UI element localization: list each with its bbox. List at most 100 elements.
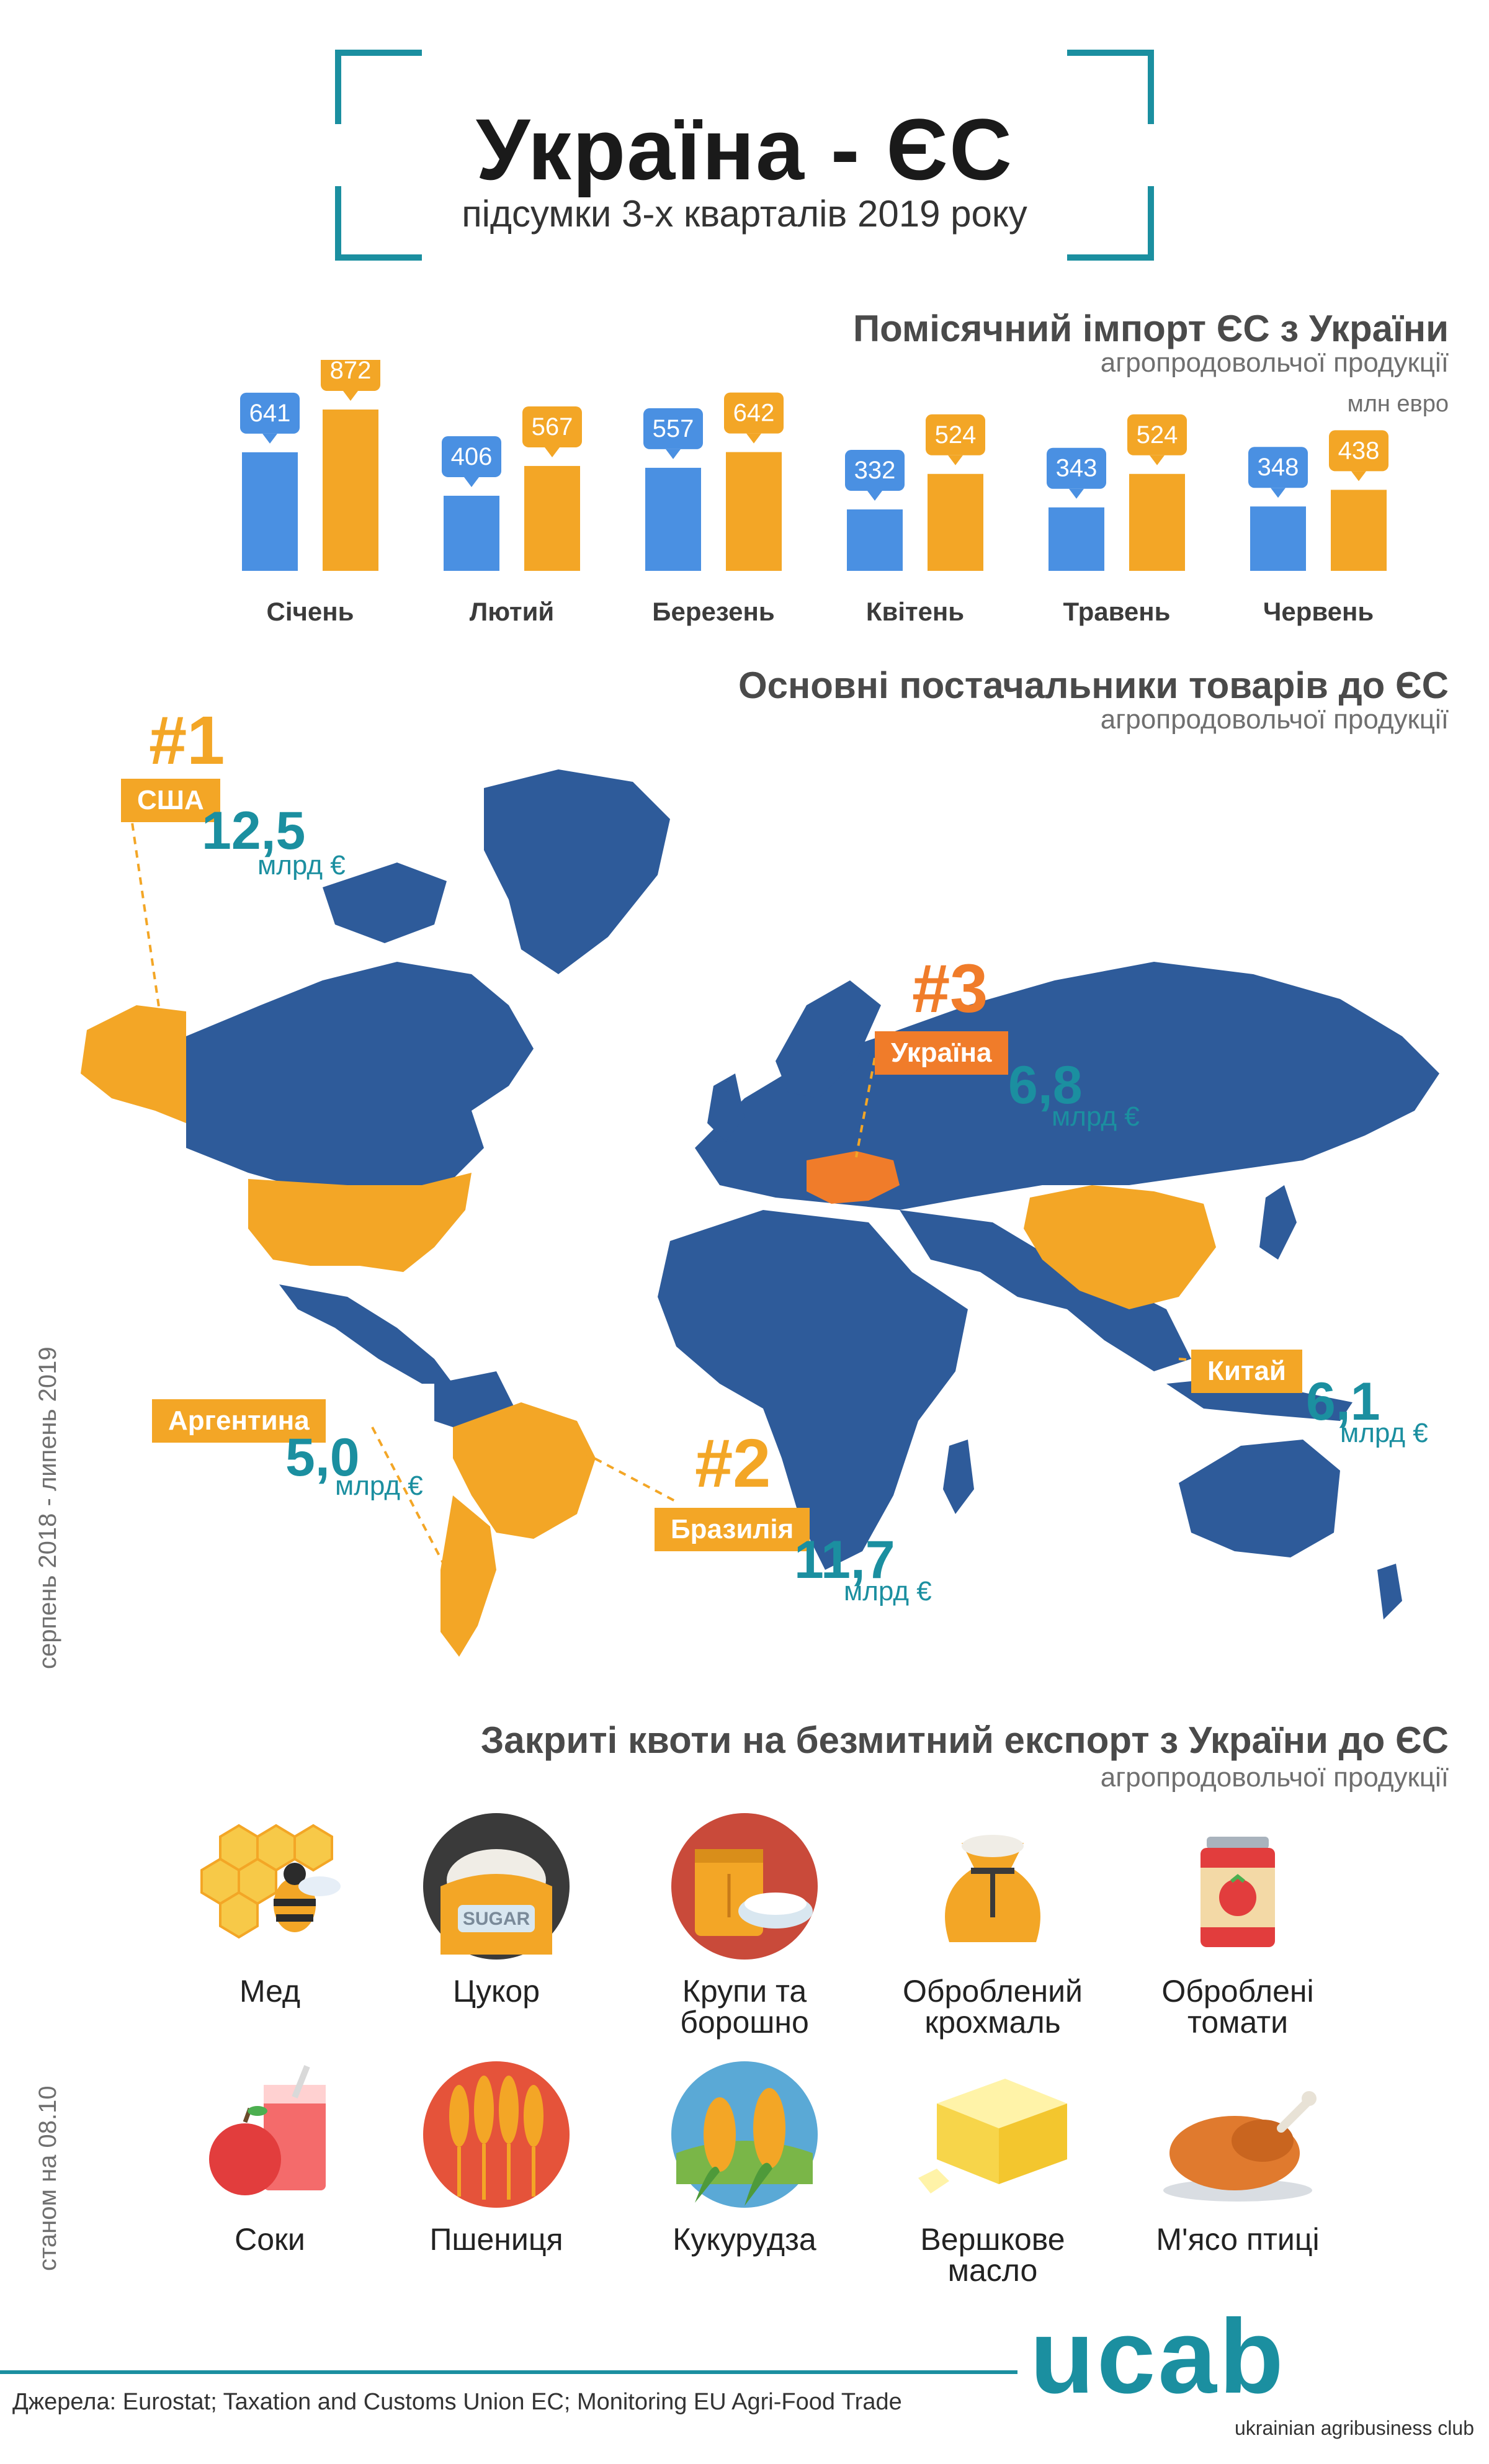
canada-shape: [186, 962, 534, 1204]
usa-amount: 12,5: [202, 801, 306, 861]
value-callout: [1047, 447, 1106, 489]
quota-item-corn: Кукурудза: [627, 2060, 862, 2255]
title-frame-corner: [335, 186, 422, 261]
ucab-logo: ucab: [1030, 2298, 1286, 2416]
brazil-shape: [453, 1402, 596, 1539]
ukraine-shape: [807, 1151, 900, 1204]
value-callout: [845, 450, 905, 491]
bar-value-label: 642: [733, 400, 775, 427]
quota-item-butter: Вершкове масло: [875, 2060, 1111, 2286]
month-label: Травень: [1063, 597, 1171, 626]
eurasia-shape: [695, 962, 1439, 1210]
grains-flour-icon: [671, 1813, 818, 1960]
bar: [242, 452, 298, 571]
quota-label: Соки: [235, 2222, 305, 2257]
quota-item-tomatoes: Оброблені томати: [1120, 1812, 1356, 2038]
brazil-amount: 11,7: [794, 1530, 895, 1590]
bar-value-label: 557: [653, 415, 694, 442]
alaska-shape: [81, 1005, 186, 1123]
quota-label: Оброблений крохмаль: [903, 1974, 1083, 2040]
usa-unit: млрд €: [257, 850, 346, 880]
title-frame-corner: [1067, 50, 1154, 124]
date-note: станом на 08.10: [34, 2085, 61, 2271]
sources-note: Джерела: Eurostat; Taxation and Customs …: [12, 2389, 902, 2415]
quota-label: М'ясо птиці: [1156, 2222, 1320, 2257]
monthly-import-bar-chart: 641 872 Січень 406 567 Лютий 557 642 Березень 332…: [240, 360, 1388, 626]
sugar-bag-icon: SUGAR: [423, 1813, 570, 1960]
bar-value-label: 348: [1258, 454, 1299, 481]
australia-shape: [1179, 1440, 1340, 1557]
new-zealand-shape: [1377, 1564, 1402, 1620]
month-label: Березень: [652, 597, 774, 626]
map-land: [186, 769, 1439, 1620]
brazil-label: Бразилія: [655, 1508, 810, 1551]
brazil-unit: млрд €: [844, 1576, 932, 1606]
tomato-can-icon: [1201, 1837, 1275, 1947]
quota-item-starch: Оброблений крохмаль: [875, 1812, 1111, 2038]
quota-label: Кукурудза: [673, 2222, 816, 2257]
brazil-leader-line: [570, 1445, 677, 1503]
month-label: Квітень: [866, 597, 964, 626]
bar-value-label: 343: [1056, 455, 1098, 482]
ukraine-label: Україна: [875, 1031, 1008, 1075]
bar-value-label: 872: [330, 360, 372, 384]
value-callout: [926, 414, 985, 455]
argentina-shape: [440, 1495, 496, 1657]
south-asia-shape: [900, 1210, 1191, 1371]
japan-shape: [1259, 1185, 1297, 1260]
value-callout: [1127, 414, 1187, 455]
roast-chicken-icon: [1163, 2091, 1317, 2202]
value-callout: [321, 360, 380, 391]
quotas-section-title: Закриті квоти на безмитний експорт з Укр…: [480, 1719, 1449, 1761]
value-callout-tip: [343, 391, 358, 401]
month-label: Січень: [267, 597, 354, 626]
import-section-title: Помісячний імпорт ЄС з України: [852, 308, 1449, 349]
page-subtitle: підсумки 3-х кварталів 2019 року: [462, 193, 1027, 235]
africa-shape: [658, 1210, 968, 1570]
bar: [1129, 473, 1185, 571]
bar-value-label: 332: [854, 457, 896, 484]
month-label: Червень: [1263, 597, 1374, 626]
import-section-subtitle: агропродовольчої продукції: [1100, 347, 1449, 378]
value-callout-tip: [867, 491, 882, 501]
logo-subtitle: ukrainian agribusiness club: [1235, 2417, 1474, 2439]
bar-value-label: 641: [249, 400, 291, 427]
month-label: Лютий: [470, 597, 555, 626]
value-callout-tip: [464, 477, 479, 487]
greenland-shape: [484, 769, 670, 974]
scandinavia-shape: [776, 980, 881, 1098]
ukraine-unit: млрд €: [1052, 1101, 1140, 1132]
value-callout-tip: [1271, 488, 1286, 498]
honeycomb-bee-icon: [200, 1824, 341, 1939]
title-frame-corner: [1067, 186, 1154, 261]
usa-leader-line: [129, 809, 163, 1024]
bar: [323, 410, 378, 571]
quota-label: Оброблені томати: [1161, 1974, 1314, 2040]
quota-item-sugar: SUGAR Цукор: [378, 1812, 614, 2007]
china-unit: млрд €: [1340, 1418, 1428, 1448]
bar: [524, 465, 580, 571]
import-unit-label: млн евро: [1347, 391, 1449, 417]
quota-item-wheat: Пшениця: [378, 2060, 614, 2255]
wheat-icon: [423, 2061, 570, 2208]
value-callout-tip: [1069, 488, 1084, 499]
bar-value-label: 438: [1338, 437, 1380, 464]
period-note: серпень 2018 - липень 2019: [34, 1346, 61, 1669]
footer-divider: [0, 2370, 1017, 2374]
usa-rank: #1: [149, 702, 225, 779]
bar: [928, 473, 983, 571]
juice-apple-icon: [209, 2065, 326, 2195]
value-callout-tip: [948, 455, 963, 465]
china-amount: 6,1: [1306, 1372, 1380, 1431]
quota-item-poultry: М'ясо птиці: [1120, 2060, 1356, 2255]
uk-shape: [707, 1073, 744, 1142]
madagascar-shape: [943, 1440, 974, 1514]
bar-value-label: 524: [1137, 421, 1178, 449]
world-map: [81, 769, 1439, 1657]
value-callout-tip: [666, 449, 681, 459]
bar: [726, 452, 782, 571]
starch-sack-icon: [945, 1835, 1040, 1942]
central-america-shape: [279, 1284, 453, 1384]
value-callout: [1248, 447, 1308, 488]
value-callout-tip: [746, 433, 761, 444]
